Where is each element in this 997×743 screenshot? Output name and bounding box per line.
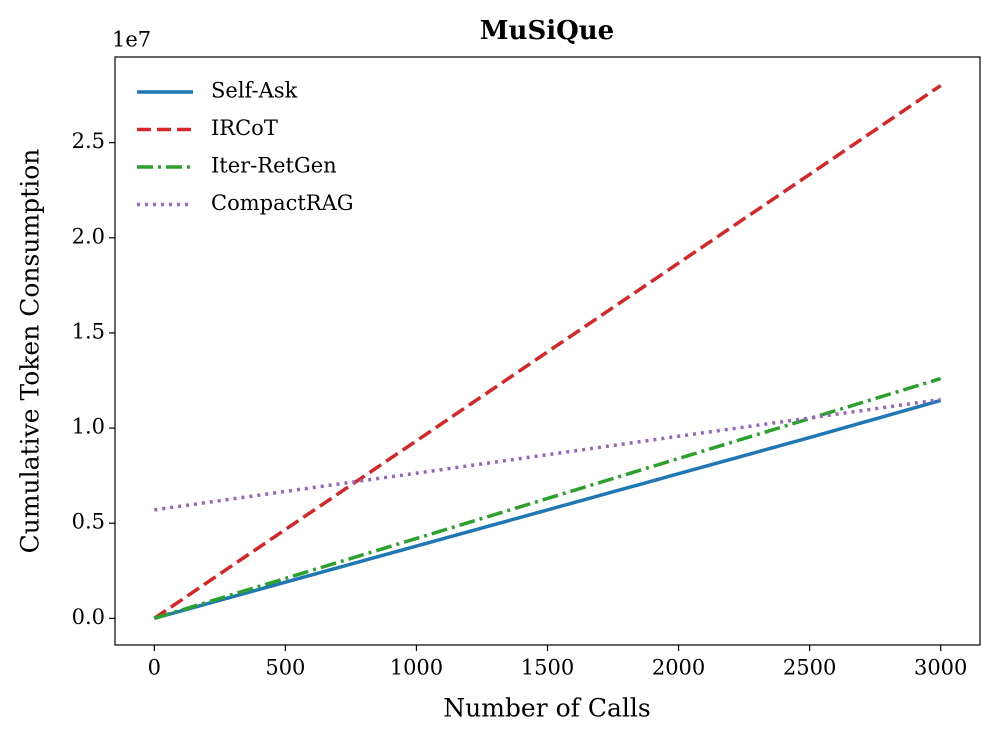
legend-label: IRCoT (211, 116, 278, 140)
y-tick-label: 0.0 (72, 605, 105, 629)
legend-label: Self-Ask (211, 79, 298, 103)
legend-label: CompactRAG (211, 191, 354, 215)
y-tick-label: 1.0 (72, 415, 105, 439)
legend-label: Iter-RetGen (211, 154, 337, 178)
y-tick-label: 2.5 (72, 129, 105, 153)
line-series (154, 397, 941, 512)
x-tick-label: 1000 (390, 656, 443, 680)
y-axis-label: Cumulative Token Consumption (16, 149, 45, 554)
y-tick-label: 1.5 (72, 319, 105, 343)
x-tick-label: 500 (265, 656, 305, 680)
plot-frame (114, 56, 981, 646)
line-series (153, 84, 942, 620)
line-series (153, 398, 942, 621)
y-offset-label: 1e7 (112, 28, 151, 52)
x-tick-label: 1500 (521, 656, 574, 680)
x-tick-label: 3000 (914, 656, 967, 680)
x-tick-label: 2500 (783, 656, 836, 680)
x-tick-label: 0 (148, 656, 161, 680)
line-series (153, 376, 942, 621)
y-tick-label: 2.0 (72, 224, 105, 248)
y-tick-label: 0.5 (72, 510, 105, 534)
x-tick-label: 2000 (652, 656, 705, 680)
chart-title: MuSiQue (480, 16, 614, 46)
x-axis-label: Number of Calls (443, 694, 650, 723)
